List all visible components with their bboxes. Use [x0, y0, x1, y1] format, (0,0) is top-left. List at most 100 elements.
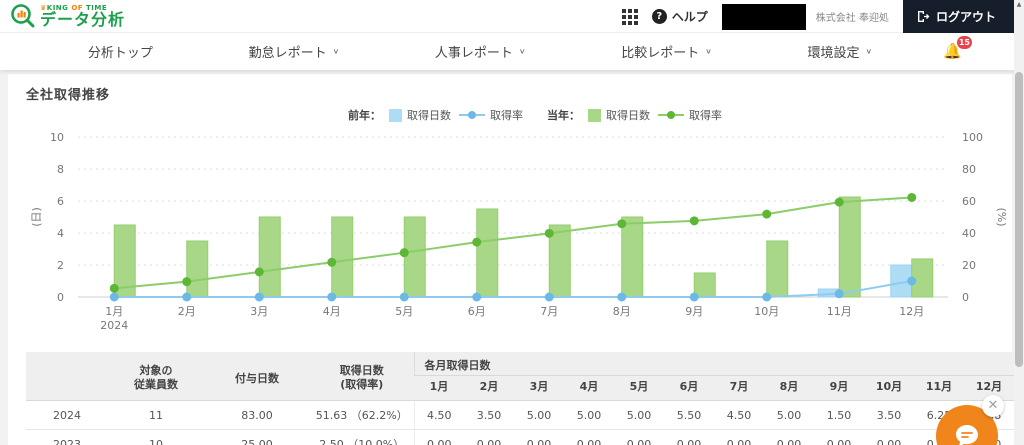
svg-text:10: 10: [50, 131, 64, 144]
month-column-header: 7月: [714, 375, 764, 401]
svg-text:80: 80: [962, 163, 976, 176]
monthly-cell: 4.50: [413, 400, 464, 430]
apps-grid-icon[interactable]: [621, 8, 638, 25]
svg-text:10月: 10月: [754, 305, 779, 318]
svg-text:60: 60: [962, 195, 976, 208]
granted-cell: 25.00: [204, 429, 310, 445]
svg-text:5月: 5月: [395, 305, 413, 318]
chat-close-button[interactable]: ✕: [982, 395, 1004, 417]
chevron-down-icon: ∨: [705, 47, 712, 56]
magnifier-chart-icon: [11, 4, 35, 28]
company-name-text: 株式会社 奉迎処: [815, 13, 889, 24]
legend-cur-days: 取得日数: [606, 109, 650, 122]
monthly-cell: 0.00: [864, 429, 914, 445]
table-row: 2023 10 25.00 2.50 （10.0%） 0.00 0.00 0.00 0.00 0…: [26, 429, 1015, 445]
crown-icon: ♛: [40, 3, 47, 12]
month-column-header: 10月: [864, 375, 914, 401]
svg-text:3月: 3月: [250, 305, 268, 318]
svg-text:2月: 2月: [178, 305, 196, 318]
monthly-cell: 5.00: [514, 400, 564, 430]
bell-icon: 🔔: [943, 42, 962, 60]
legend-cur-line-marker: [658, 110, 684, 120]
monthly-cell: 5.50: [664, 400, 714, 430]
content-card: 全社取得推移 前年： 取得日数 取得率 当年： 取得日数 取得率 0 0 2 20 4 4…: [8, 74, 1015, 445]
svg-text:7月: 7月: [540, 305, 558, 318]
logout-button[interactable]: ログアウト: [902, 0, 1014, 33]
svg-text:6: 6: [57, 195, 64, 208]
monthly-cell: 3.50: [464, 400, 514, 430]
svg-text:4月: 4月: [323, 305, 341, 318]
svg-text:40: 40: [962, 227, 976, 240]
monthly-cell: 0.00: [764, 429, 814, 445]
svg-text:100: 100: [962, 131, 983, 144]
nav-item-hr-report[interactable]: 人事レポート ∨: [434, 46, 526, 61]
month-column-header: 12月: [964, 375, 1015, 401]
legend-cur-label: 当年：: [547, 109, 580, 122]
monthly-cell: 3.50: [864, 400, 914, 430]
nav-item-analysis-top[interactable]: 分析トップ: [87, 46, 153, 61]
month-column-header: 6月: [664, 375, 714, 401]
svg-text:20: 20: [962, 259, 976, 272]
monthly-group-header: 各月取得日数: [413, 352, 1015, 376]
employees-cell: 10: [108, 429, 204, 445]
legend-prev-bar-swatch: [389, 108, 402, 122]
monthly-cell: 0.00: [664, 429, 714, 445]
monthly-cell: 0.00: [413, 429, 464, 445]
monthly-cell: 0.00: [464, 429, 514, 445]
chart-legend: 前年： 取得日数 取得率 当年： 取得日数 取得率: [86, 107, 994, 123]
summary-table: 対象の 従業員数 付与日数 取得日数 (取得率) 各月取得日数 1月 2月 3月 4月…: [26, 352, 1015, 445]
question-icon: ?: [651, 9, 667, 24]
monthly-cell: 5.00: [764, 400, 814, 430]
monthly-cell: 0.00: [714, 429, 764, 445]
chevron-down-icon: ∨: [332, 47, 340, 56]
legend-cur-rate: 取得率: [689, 109, 722, 122]
monthly-cell: 5.00: [564, 400, 614, 430]
granted-column-header: 付与日数: [204, 352, 310, 401]
svg-text:8: 8: [57, 163, 64, 176]
table-row: 2024 11 83.00 51.63 （62.2%） 4.50 3.50 5.00 5.00…: [26, 400, 1015, 430]
scrollbar-thumb[interactable]: [1015, 72, 1023, 367]
legend-prev-label: 前年：: [348, 109, 381, 122]
notifications-button[interactable]: 🔔 15: [943, 36, 972, 60]
close-icon: ✕: [987, 398, 999, 413]
employees-cell: 11: [108, 400, 204, 430]
svg-text:(日): (日): [30, 207, 43, 227]
chat-bubble-icon: [956, 425, 978, 445]
svg-text:2024: 2024: [100, 319, 128, 332]
svg-text:0: 0: [57, 291, 64, 304]
brand-kingoftime: ♛KING OF TIME: [40, 3, 108, 12]
month-column-header: 9月: [814, 375, 864, 401]
month-column-header: 5月: [614, 375, 664, 401]
chevron-down-icon: ∨: [865, 47, 873, 56]
legend-prev-rate: 取得率: [490, 109, 523, 122]
page-title: 全社取得推移: [26, 88, 111, 103]
monthly-cell: 5.00: [614, 400, 664, 430]
legend-prev-days: 取得日数: [407, 109, 451, 122]
svg-text:12月: 12月: [899, 305, 924, 318]
svg-text:4: 4: [57, 227, 64, 240]
taken-cell: 2.50 （10.0%）: [310, 429, 414, 445]
legend-cur-bar-swatch: [588, 108, 601, 122]
nav-item-settings[interactable]: 環境設定 ∨: [807, 46, 873, 61]
month-column-header: 2月: [464, 375, 514, 401]
year-cell: 2023: [26, 429, 108, 445]
svg-text:9月: 9月: [685, 305, 703, 318]
app-logo[interactable]: ♛KING OF TIME データ分析: [10, 3, 125, 29]
help-button[interactable]: ? ヘルプ: [651, 8, 708, 25]
monthly-cell: 1.50: [814, 400, 864, 430]
monthly-cell: 0.00: [514, 429, 564, 445]
year-cell: 2024: [26, 400, 108, 430]
chart-area: 0 0 2 20 4 40 6 60 8 80 10 100 (日) (%) 1月 2024 2月 3月 4月 5月 6…: [26, 125, 1008, 342]
scroll-up-arrow[interactable]: ▲: [1016, 1, 1022, 8]
monthly-cell: 0.00: [564, 429, 614, 445]
nav-item-comparison-report[interactable]: 比較レポート ∨: [621, 46, 712, 61]
month-column-header: 11月: [914, 375, 964, 401]
product-name: データ分析: [40, 9, 126, 29]
nav-item-attendance-report[interactable]: 勤怠レポート ∨: [248, 46, 340, 61]
vertical-scrollbar[interactable]: ▲: [1014, 0, 1024, 445]
svg-text:6月: 6月: [468, 305, 486, 318]
taken-cell: 51.63 （62.2%）: [310, 400, 414, 430]
employees-column-header: 対象の 従業員数: [108, 352, 204, 401]
svg-text:2: 2: [57, 259, 64, 272]
